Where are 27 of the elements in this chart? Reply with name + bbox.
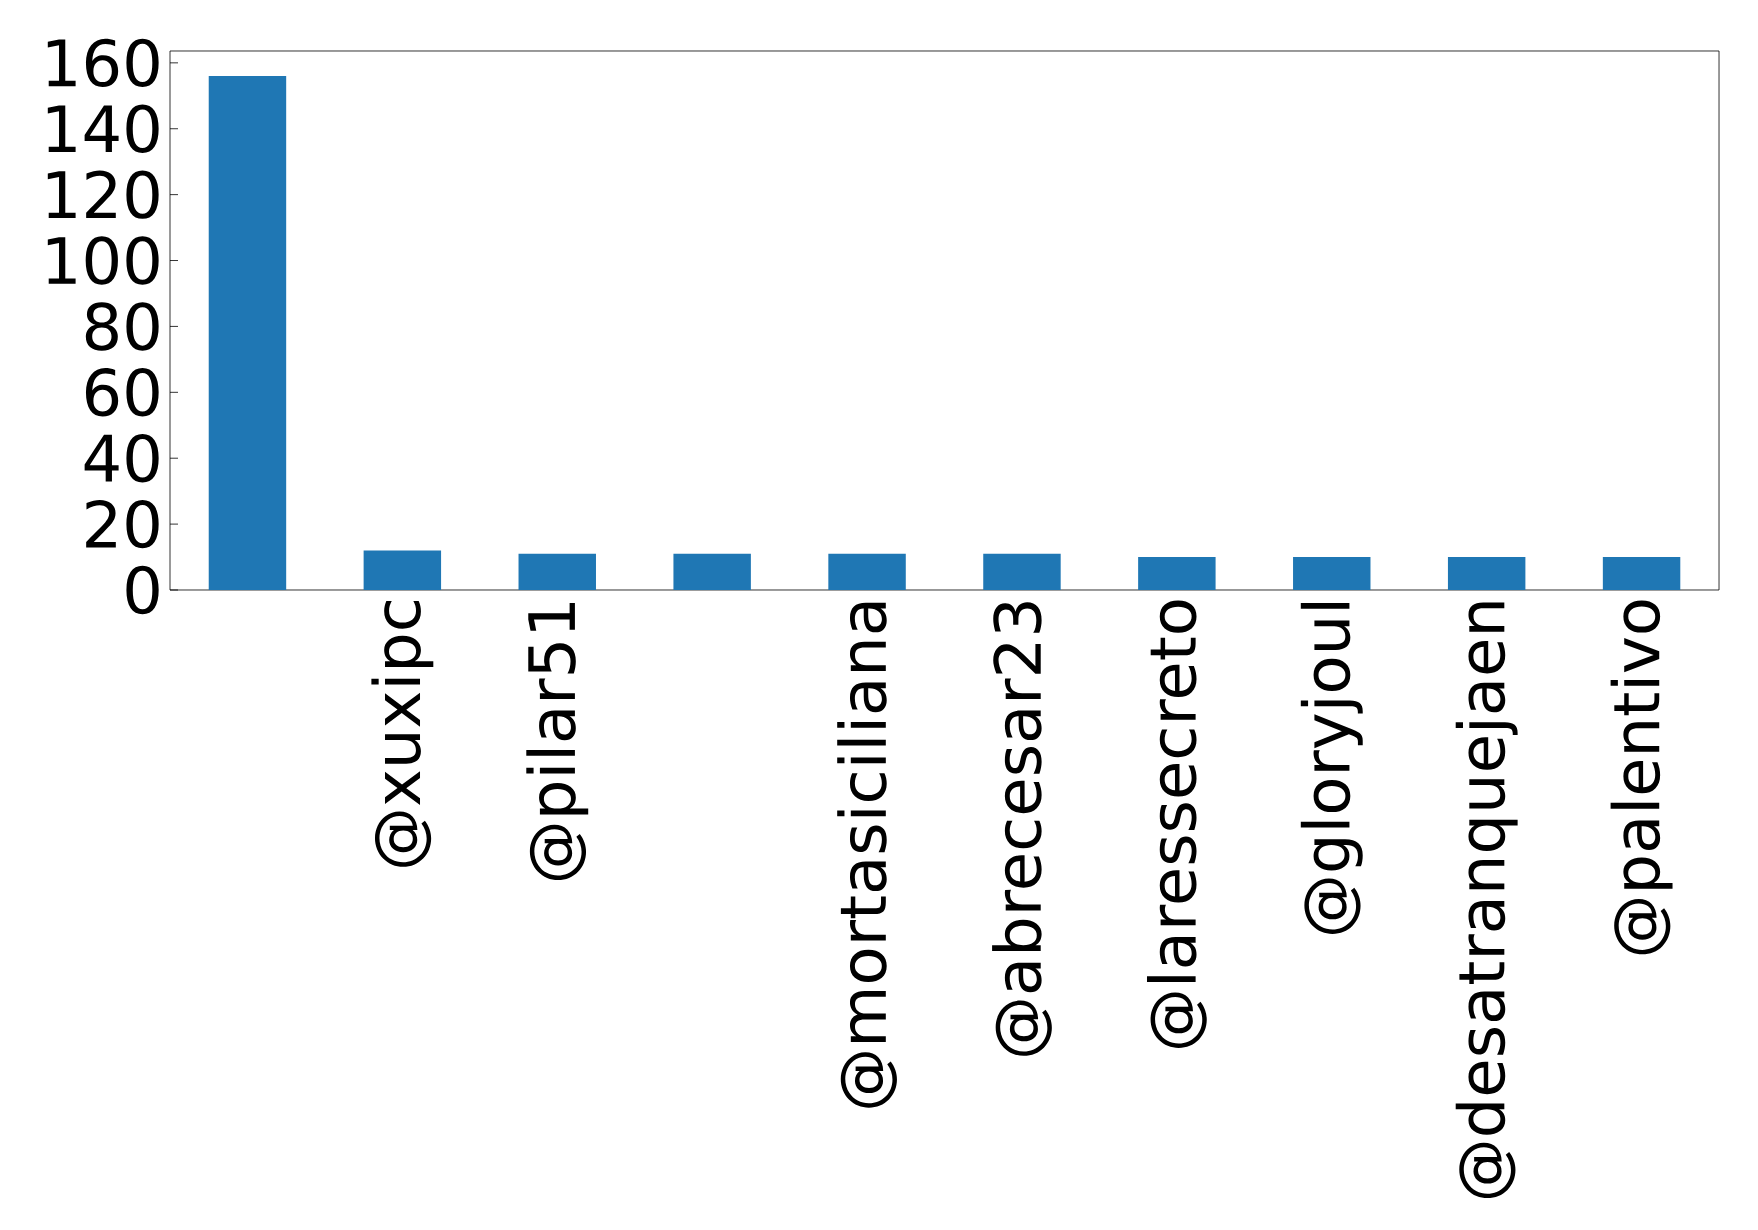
y-tick-label: 140: [47, 104, 159, 153]
bar: [363, 550, 442, 590]
bar: [1447, 557, 1526, 590]
y-tick-label: 100: [47, 236, 159, 285]
x-tick-label: @pilar51: [526, 602, 589, 881]
x-tick-label: @laressecreto: [1147, 600, 1207, 1048]
bar: [1602, 557, 1681, 590]
bar: [828, 553, 906, 590]
bar: [518, 553, 596, 590]
y-tick-label: 80: [85, 302, 159, 351]
y-tick-label: 160: [47, 38, 159, 88]
x-tick-label: @abrecesar23: [992, 602, 1052, 1056]
bar: [1138, 557, 1216, 590]
bar: [1293, 557, 1371, 590]
y-tick-label: 60: [85, 368, 159, 417]
y-tick-label: 120: [47, 170, 159, 219]
x-tick-label: @gloryjoul: [1300, 602, 1363, 934]
y-tick-label: 20: [86, 499, 159, 549]
y-tick-label: 0: [126, 565, 159, 615]
bar: [983, 553, 1061, 590]
x-tick-label: @xuxipc: [371, 600, 434, 867]
bar: [208, 76, 287, 590]
x-tick-label: @desatranquejaen: [1455, 602, 1518, 1199]
x-tick-label: @palentivo: [1610, 600, 1673, 955]
bar: [673, 553, 751, 590]
x-tick-label: @mortasiciliana: [837, 602, 897, 1108]
y-tick-label: 40: [84, 434, 159, 483]
